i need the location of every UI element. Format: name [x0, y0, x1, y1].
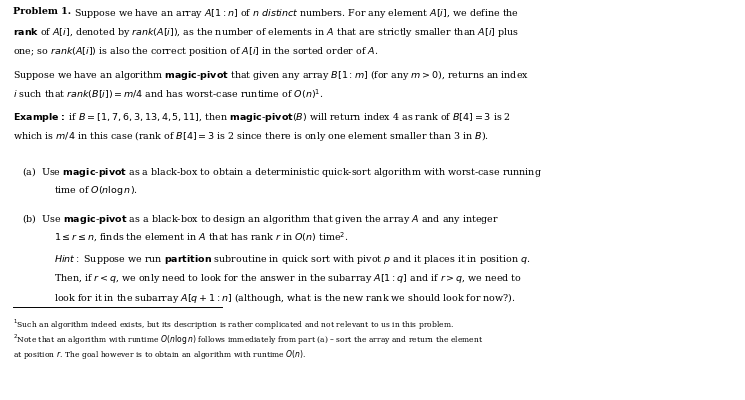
Text: $1 \leq r \leq n$, finds the element in $A$ that has rank $r$ in $O(n)$ time$^2$: $1 \leq r \leq n$, finds the element in … [54, 231, 349, 244]
Text: $^2$Note that an algorithm with runtime $O(n\log n)$ follows immediately from pa: $^2$Note that an algorithm with runtime … [13, 333, 484, 347]
Text: time of $O(n\log n)$.: time of $O(n\log n)$. [54, 184, 139, 197]
Text: Problem 1.: Problem 1. [13, 7, 72, 16]
Text: Then, if $r < q$, we only need to look for the answer in the subarray $A[1:q]$ a: Then, if $r < q$, we only need to look f… [54, 272, 522, 285]
Text: at position $r$. The goal however is to obtain an algorithm with runtime $O(n)$.: at position $r$. The goal however is to … [13, 348, 307, 361]
Text: look for it in the subarray $A[q+1:n]$ (although, what is the new rank we should: look for it in the subarray $A[q+1:n]$ (… [54, 291, 516, 305]
Text: $\mathbf{rank}$ of $A[i]$, denoted by $\it{rank}(A[i])$, as the number of elemen: $\mathbf{rank}$ of $A[i]$, denoted by $\… [13, 26, 519, 39]
Text: which is $m/4$ in this case (rank of $B[4] = 3$ is 2 since there is only one ele: which is $m/4$ in this case (rank of $B[… [13, 130, 489, 144]
Text: Suppose we have an array $A[1:n]$ of $n$ $\it{distinct}$ numbers. For any elemen: Suppose we have an array $A[1:n]$ of $n$… [74, 7, 519, 20]
Text: $\mathbf{Example:}$ if $B = [1, 7, 6, 3, 13, 4, 5, 11]$, then $\mathbf{magic\tex: $\mathbf{Example:}$ if $B = [1, 7, 6, 3,… [13, 111, 512, 124]
Text: one; so $\it{rank}(A[i])$ is also the correct position of $A[i]$ in the sorted o: one; so $\it{rank}(A[i])$ is also the co… [13, 45, 378, 58]
Text: $\mathit{Hint:}$ Suppose we run $\mathbf{partition}$ subroutine in quick sort wi: $\mathit{Hint:}$ Suppose we run $\mathbf… [54, 254, 531, 266]
Text: $i$ such that $\it{rank}(B[i]) = m/4$ and has worst-case runtime of $O(n)^1$.: $i$ such that $\it{rank}(B[i]) = m/4$ an… [13, 87, 324, 101]
Text: Suppose we have an algorithm $\mathbf{magic\text{-}pivot}$ that given any array : Suppose we have an algorithm $\mathbf{ma… [13, 68, 530, 82]
Text: $^1$Such an algorithm indeed exists, but its description is rather complicated a: $^1$Such an algorithm indeed exists, but… [13, 318, 454, 332]
Text: (b)  Use $\mathbf{magic\text{-}pivot}$ as a black-box to design an algorithm tha: (b) Use $\mathbf{magic\text{-}pivot}$ as… [22, 212, 499, 226]
Text: (a)  Use $\mathbf{magic\text{-}pivot}$ as a black-box to obtain a deterministic : (a) Use $\mathbf{magic\text{-}pivot}$ as… [22, 165, 542, 179]
